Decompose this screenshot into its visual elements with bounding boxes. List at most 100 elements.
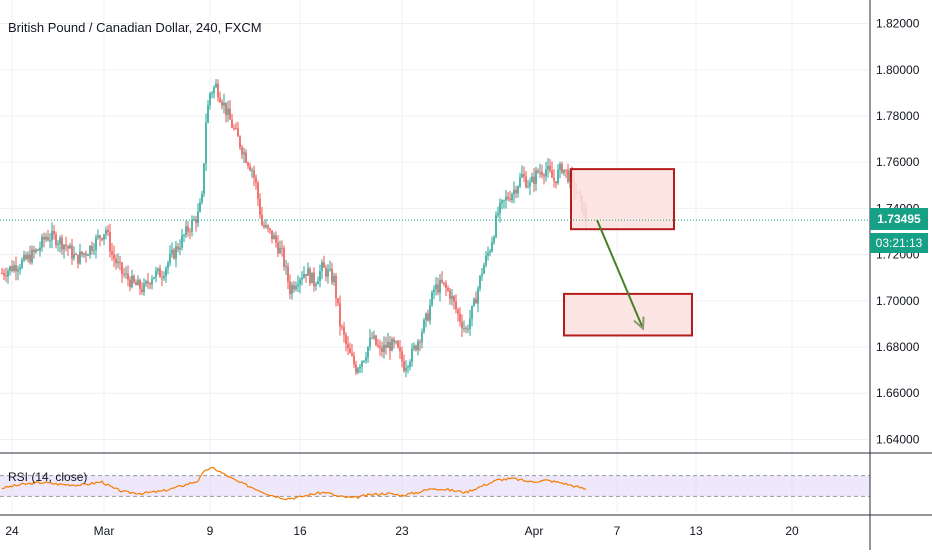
candle-body	[355, 364, 357, 373]
candle-body	[481, 273, 483, 276]
candle-body	[225, 102, 227, 115]
candle-body	[493, 236, 495, 243]
candle-body	[109, 232, 111, 252]
candle-body	[349, 348, 351, 354]
candle-body	[531, 176, 533, 183]
candle-body	[547, 165, 549, 170]
candle-body	[307, 268, 309, 276]
x-tick-label: 9	[207, 524, 214, 538]
candle-body	[209, 93, 211, 106]
candle-body	[293, 285, 295, 290]
candle-body	[125, 273, 127, 275]
candle-body	[381, 347, 383, 352]
candle-body	[163, 276, 165, 279]
candle-body	[259, 198, 261, 215]
candle-body	[347, 343, 349, 349]
rsi-band	[0, 475, 870, 497]
candle-body	[149, 283, 151, 285]
candle-body	[451, 296, 453, 299]
candle-body	[321, 262, 323, 272]
candle-body	[487, 252, 489, 256]
candle-body	[341, 326, 343, 328]
candle-body	[557, 169, 559, 184]
candle-body	[469, 318, 471, 330]
candle-body	[417, 341, 419, 350]
candle-body	[35, 249, 37, 252]
y-tick-label: 1.80000	[876, 63, 920, 77]
candle-body	[433, 289, 435, 292]
candle-body	[495, 215, 497, 237]
y-tick-label: 1.76000	[876, 155, 920, 169]
candle-body	[219, 97, 221, 103]
candle-body	[189, 231, 191, 233]
candle-body	[81, 251, 83, 255]
candle-body	[223, 102, 225, 106]
candle-body	[215, 83, 217, 88]
x-tick-label: 16	[293, 524, 307, 538]
candle-body	[173, 249, 175, 259]
candle-body	[549, 165, 551, 171]
candle-body	[141, 288, 143, 293]
candle-body	[263, 225, 265, 227]
candle-body	[507, 196, 509, 199]
candle-body	[231, 119, 233, 128]
candle-body	[407, 366, 409, 368]
candle-body	[105, 230, 107, 235]
candle-body	[385, 344, 387, 348]
candle-body	[401, 351, 403, 362]
candle-body	[521, 174, 523, 178]
candle-body	[41, 236, 43, 248]
candle-body	[315, 284, 317, 287]
candle-body	[67, 245, 69, 249]
candle-body	[457, 309, 459, 314]
candle-body	[537, 170, 539, 172]
candle-body	[115, 258, 117, 264]
candle-body	[361, 361, 363, 367]
candle-body	[43, 236, 45, 240]
candle-body	[467, 329, 469, 331]
candle-body	[551, 170, 553, 178]
candle-body	[83, 253, 85, 255]
candle-body	[65, 244, 67, 246]
drawing-layer[interactable]	[563, 168, 693, 337]
candle-body	[227, 108, 229, 115]
candle-body	[247, 162, 249, 166]
candle-body	[563, 169, 565, 173]
candle-body	[455, 301, 457, 310]
x-tick-label: 20	[785, 524, 799, 538]
last-price-badge: 1.73495	[870, 208, 928, 230]
candle-body	[7, 270, 9, 277]
candle-body	[343, 327, 345, 335]
candle-body	[395, 341, 397, 343]
candle-body	[133, 275, 135, 283]
candle-body	[565, 169, 567, 171]
candle-body	[97, 235, 99, 238]
candle-body	[217, 83, 219, 98]
candle-body	[121, 262, 123, 274]
candle-body	[387, 341, 389, 348]
resistance-zone-box	[570, 168, 675, 231]
candle-body	[151, 278, 153, 285]
candle-body	[181, 235, 183, 248]
candle-body	[21, 260, 23, 268]
candle-body	[287, 266, 289, 282]
candle-body	[183, 234, 185, 236]
candle-body	[145, 281, 147, 284]
candle-body	[301, 277, 303, 280]
candle-body	[375, 335, 377, 345]
candle-body	[89, 245, 91, 256]
candlestick-series	[1, 79, 587, 378]
candle-body	[23, 254, 25, 261]
candle-body	[187, 226, 189, 232]
candle-body	[479, 275, 481, 289]
rsi-indicator-label[interactable]: RSI (14, close)	[8, 470, 88, 484]
y-tick-label: 1.70000	[876, 294, 920, 308]
x-tick-label: Mar	[94, 524, 115, 538]
candle-body	[19, 267, 21, 270]
candle-body	[447, 288, 449, 291]
candle-body	[57, 243, 59, 246]
candle-body	[475, 298, 477, 304]
candle-body	[309, 268, 311, 284]
